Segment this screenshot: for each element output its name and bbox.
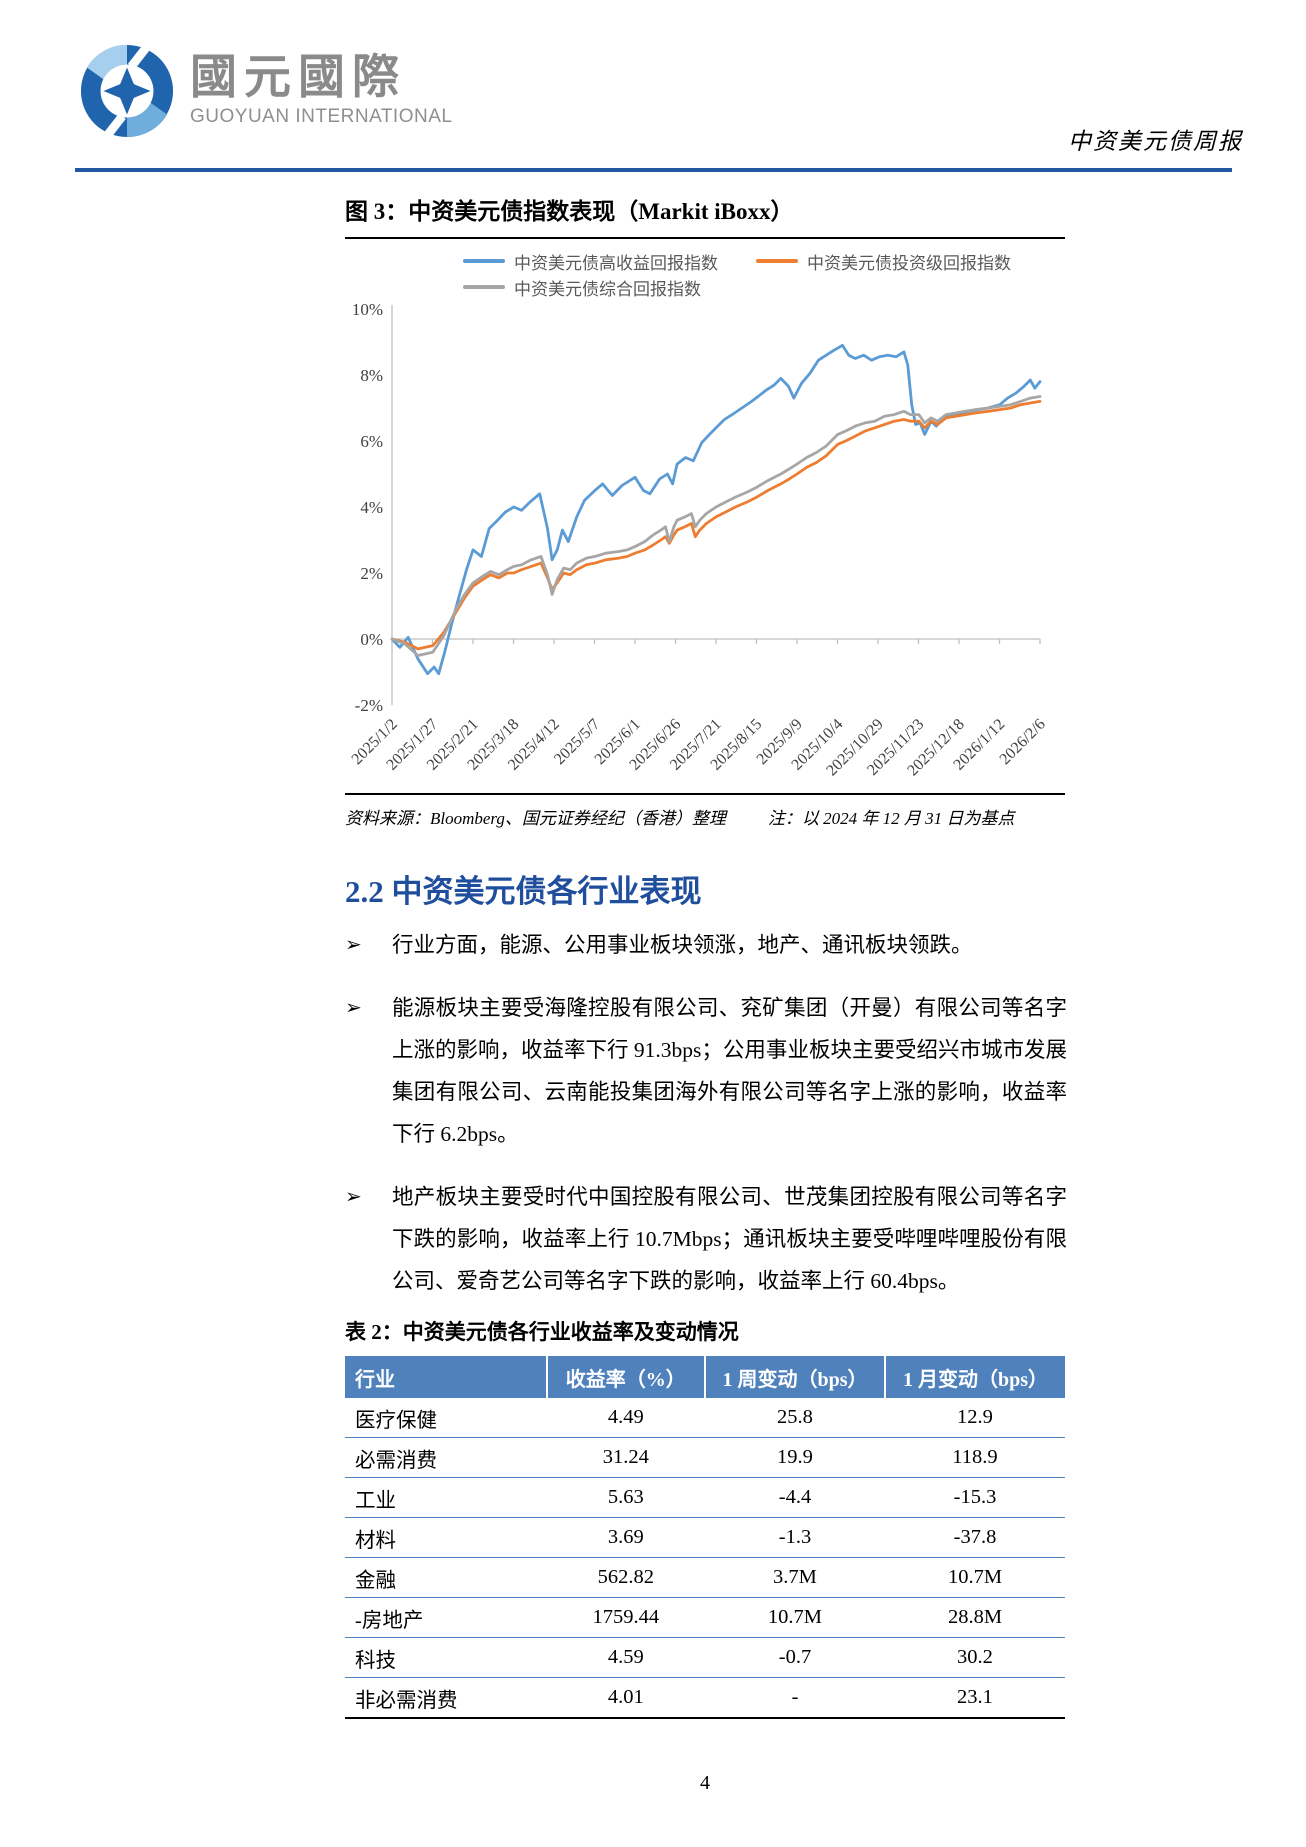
table-cell: 28.8M <box>884 1597 1065 1638</box>
svg-text:-2%: -2% <box>355 696 383 715</box>
svg-text:4%: 4% <box>360 498 383 517</box>
index-chart-svg: 10%8%6%4%2%0%-2%2025/1/22025/1/272025/2/… <box>349 300 1047 779</box>
legend-line-swatch <box>463 285 505 289</box>
logo-chinese-name: 國元國際 <box>190 51 406 104</box>
table-row: 医疗保健 4.49 25.8 12.9 <box>345 1398 1065 1438</box>
table-cell: 1759.44 <box>546 1597 705 1638</box>
page-number: 4 <box>700 1772 710 1794</box>
legend-item: 中资美元债综合回报指数 <box>463 275 718 299</box>
table-header-cell: 收益率（%） <box>545 1356 705 1398</box>
company-logo: 國元國際 GUOYUAN INTERNATIONAL <box>78 42 452 140</box>
legend-line-swatch <box>756 259 798 263</box>
table-row: 必需消费 31.24 19.9 118.9 <box>345 1437 1065 1478</box>
table-header-cell: 1 月变动（bps） <box>883 1356 1065 1398</box>
logo-english-name: GUOYUAN INTERNATIONAL <box>190 106 453 128</box>
table-cell: 科技 <box>345 1637 547 1678</box>
bullet-arrow-icon: ➢ <box>345 997 362 1019</box>
table-header-cell: 1 周变动（bps） <box>703 1356 885 1398</box>
table-cell: 3.7M <box>704 1557 885 1598</box>
table-cell: 工业 <box>345 1477 547 1518</box>
source-note: 资料来源：Bloomberg、国元证券经纪（香港）整理 注：以 2024 年 12… <box>345 795 1065 829</box>
table-cell: -0.7 <box>704 1637 885 1678</box>
table-cell: 非必需消费 <box>345 1677 547 1719</box>
report-title: 中资美元债周报 <box>1068 129 1243 154</box>
table-cell: 19.9 <box>704 1437 885 1478</box>
bullet-item: ➢ 地产板块主要受时代中国控股有限公司、世茂集团控股有限公司等名字下跌的影响，收益… <box>345 1176 1067 1302</box>
legend-label: 中资美元债投资级回报指数 <box>807 253 1011 273</box>
base-note-text: 注：以 2024 年 12 月 31 日为基点 <box>767 809 1015 828</box>
bullet-text: 行业方面，能源、公用事业板块领涨，地产、通讯板块领跌。 <box>392 933 973 957</box>
table-cell: 30.2 <box>884 1637 1065 1678</box>
table-cell: 4.59 <box>546 1637 705 1678</box>
section-heading: 2.2 中资美元债各行业表现 <box>345 874 702 909</box>
table-cell: 4.49 <box>546 1398 705 1438</box>
table-cell: 10.7M <box>704 1597 885 1638</box>
table-header-cell: 行业 <box>345 1356 547 1398</box>
industry-table-body: 医疗保健 4.49 25.8 12.9 必需消费 31.24 19.9 118.9 工业 5.63… <box>345 1398 1065 1719</box>
table-row: 工业 5.63 -4.4 -15.3 <box>345 1477 1065 1518</box>
table-cell: 3.69 <box>546 1517 705 1558</box>
bullet-arrow-icon: ➢ <box>345 934 362 956</box>
table-cell: 31.24 <box>546 1437 705 1478</box>
header-divider <box>75 168 1232 172</box>
table-row: 科技 4.59 -0.7 30.2 <box>345 1637 1065 1678</box>
figure-bottom-divider <box>345 793 1065 795</box>
chart-legend: 中资美元债高收益回报指数 中资美元债投资级回报指数中资美元债综合回报指数 <box>463 249 1065 299</box>
table-2-block: 表 2：中资美元债各行业收益率及变动情况 行业 收益率（%） 1 周变动（bps） 1… <box>345 1316 1065 1719</box>
table-row: 非必需消费 4.01-23.1 <box>345 1677 1065 1719</box>
table-cell: 23.1 <box>884 1677 1065 1719</box>
table-cell: 118.9 <box>884 1437 1065 1478</box>
legend-item: 中资美元债投资级回报指数 <box>756 249 1011 273</box>
logo-text: 國元國際 GUOYUAN INTERNATIONAL <box>190 51 453 128</box>
table-cell: - <box>704 1677 885 1719</box>
guoyuan-logo-icon <box>80 42 174 140</box>
table-cell: 4.01 <box>546 1677 705 1719</box>
bullet-text: 地产板块主要受时代中国控股有限公司、世茂集团控股有限公司等名字下跌的影响，收益率… <box>392 1185 1067 1293</box>
svg-text:6%: 6% <box>360 432 383 451</box>
table-cell: -37.8 <box>884 1517 1065 1558</box>
table-cell: 10.7M <box>884 1557 1065 1598</box>
table-cell: -房地产 <box>345 1597 547 1638</box>
bullet-list: ➢ 行业方面，能源、公用事业板块领涨，地产、通讯板块领跌。 ➢ 能源板块主要受海隆控股… <box>345 924 1067 1323</box>
figure-3-block: 图 3：中资美元债指数表现（Markit iBoxx） 中资美元债高收益回报指数… <box>345 192 1065 829</box>
legend-item: 中资美元债高收益回报指数 <box>463 249 718 273</box>
table-row: 金融 562.82 3.7M 10.7M <box>345 1557 1065 1598</box>
svg-text:0%: 0% <box>360 630 383 649</box>
table-cell: 材料 <box>345 1517 547 1558</box>
industry-table: 行业 收益率（%） 1 周变动（bps） 1 月变动（bps） 医疗保健 4.49 25.… <box>345 1356 1065 1719</box>
industry-table-header-row: 行业 收益率（%） 1 周变动（bps） 1 月变动（bps） <box>345 1356 1065 1398</box>
bullet-item: ➢ 行业方面，能源、公用事业板块领涨，地产、通讯板块领跌。 <box>345 924 1067 966</box>
svg-text:8%: 8% <box>360 366 383 385</box>
table-cell: 金融 <box>345 1557 547 1598</box>
figure-title: 图 3：中资美元债指数表现（Markit iBoxx） <box>345 192 1065 239</box>
table-cell: 25.8 <box>704 1398 885 1438</box>
svg-text:10%: 10% <box>352 300 383 319</box>
table-cell: 必需消费 <box>345 1437 547 1478</box>
legend-label: 中资美元债综合回报指数 <box>514 279 701 299</box>
table-cell: -15.3 <box>884 1477 1065 1518</box>
table-cell: 医疗保健 <box>345 1398 547 1438</box>
table-row: -房地产 1759.44 10.7M 28.8M <box>345 1597 1065 1638</box>
bullet-item: ➢ 能源板块主要受海隆控股有限公司、兖矿集团（开曼）有限公司等名字上涨的影响，收益… <box>345 987 1067 1155</box>
table-title: 表 2：中资美元债各行业收益率及变动情况 <box>345 1320 739 1344</box>
svg-text:2%: 2% <box>360 564 383 583</box>
legend-line-swatch <box>463 259 505 263</box>
table-cell: 12.9 <box>884 1398 1065 1438</box>
table-cell: 5.63 <box>546 1477 705 1518</box>
table-row: 材料 3.69 -1.3 -37.8 <box>345 1517 1065 1558</box>
legend-label: 中资美元债高收益回报指数 <box>514 253 718 273</box>
table-cell: -4.4 <box>704 1477 885 1518</box>
bullet-text: 能源板块主要受海隆控股有限公司、兖矿集团（开曼）有限公司等名字上涨的影响，收益率… <box>392 996 1067 1146</box>
table-cell: 562.82 <box>546 1557 705 1598</box>
bullet-arrow-icon: ➢ <box>345 1186 362 1208</box>
source-note-text: 资料来源：Bloomberg、国元证券经纪（香港）整理 <box>345 809 726 828</box>
table-cell: -1.3 <box>704 1517 885 1558</box>
